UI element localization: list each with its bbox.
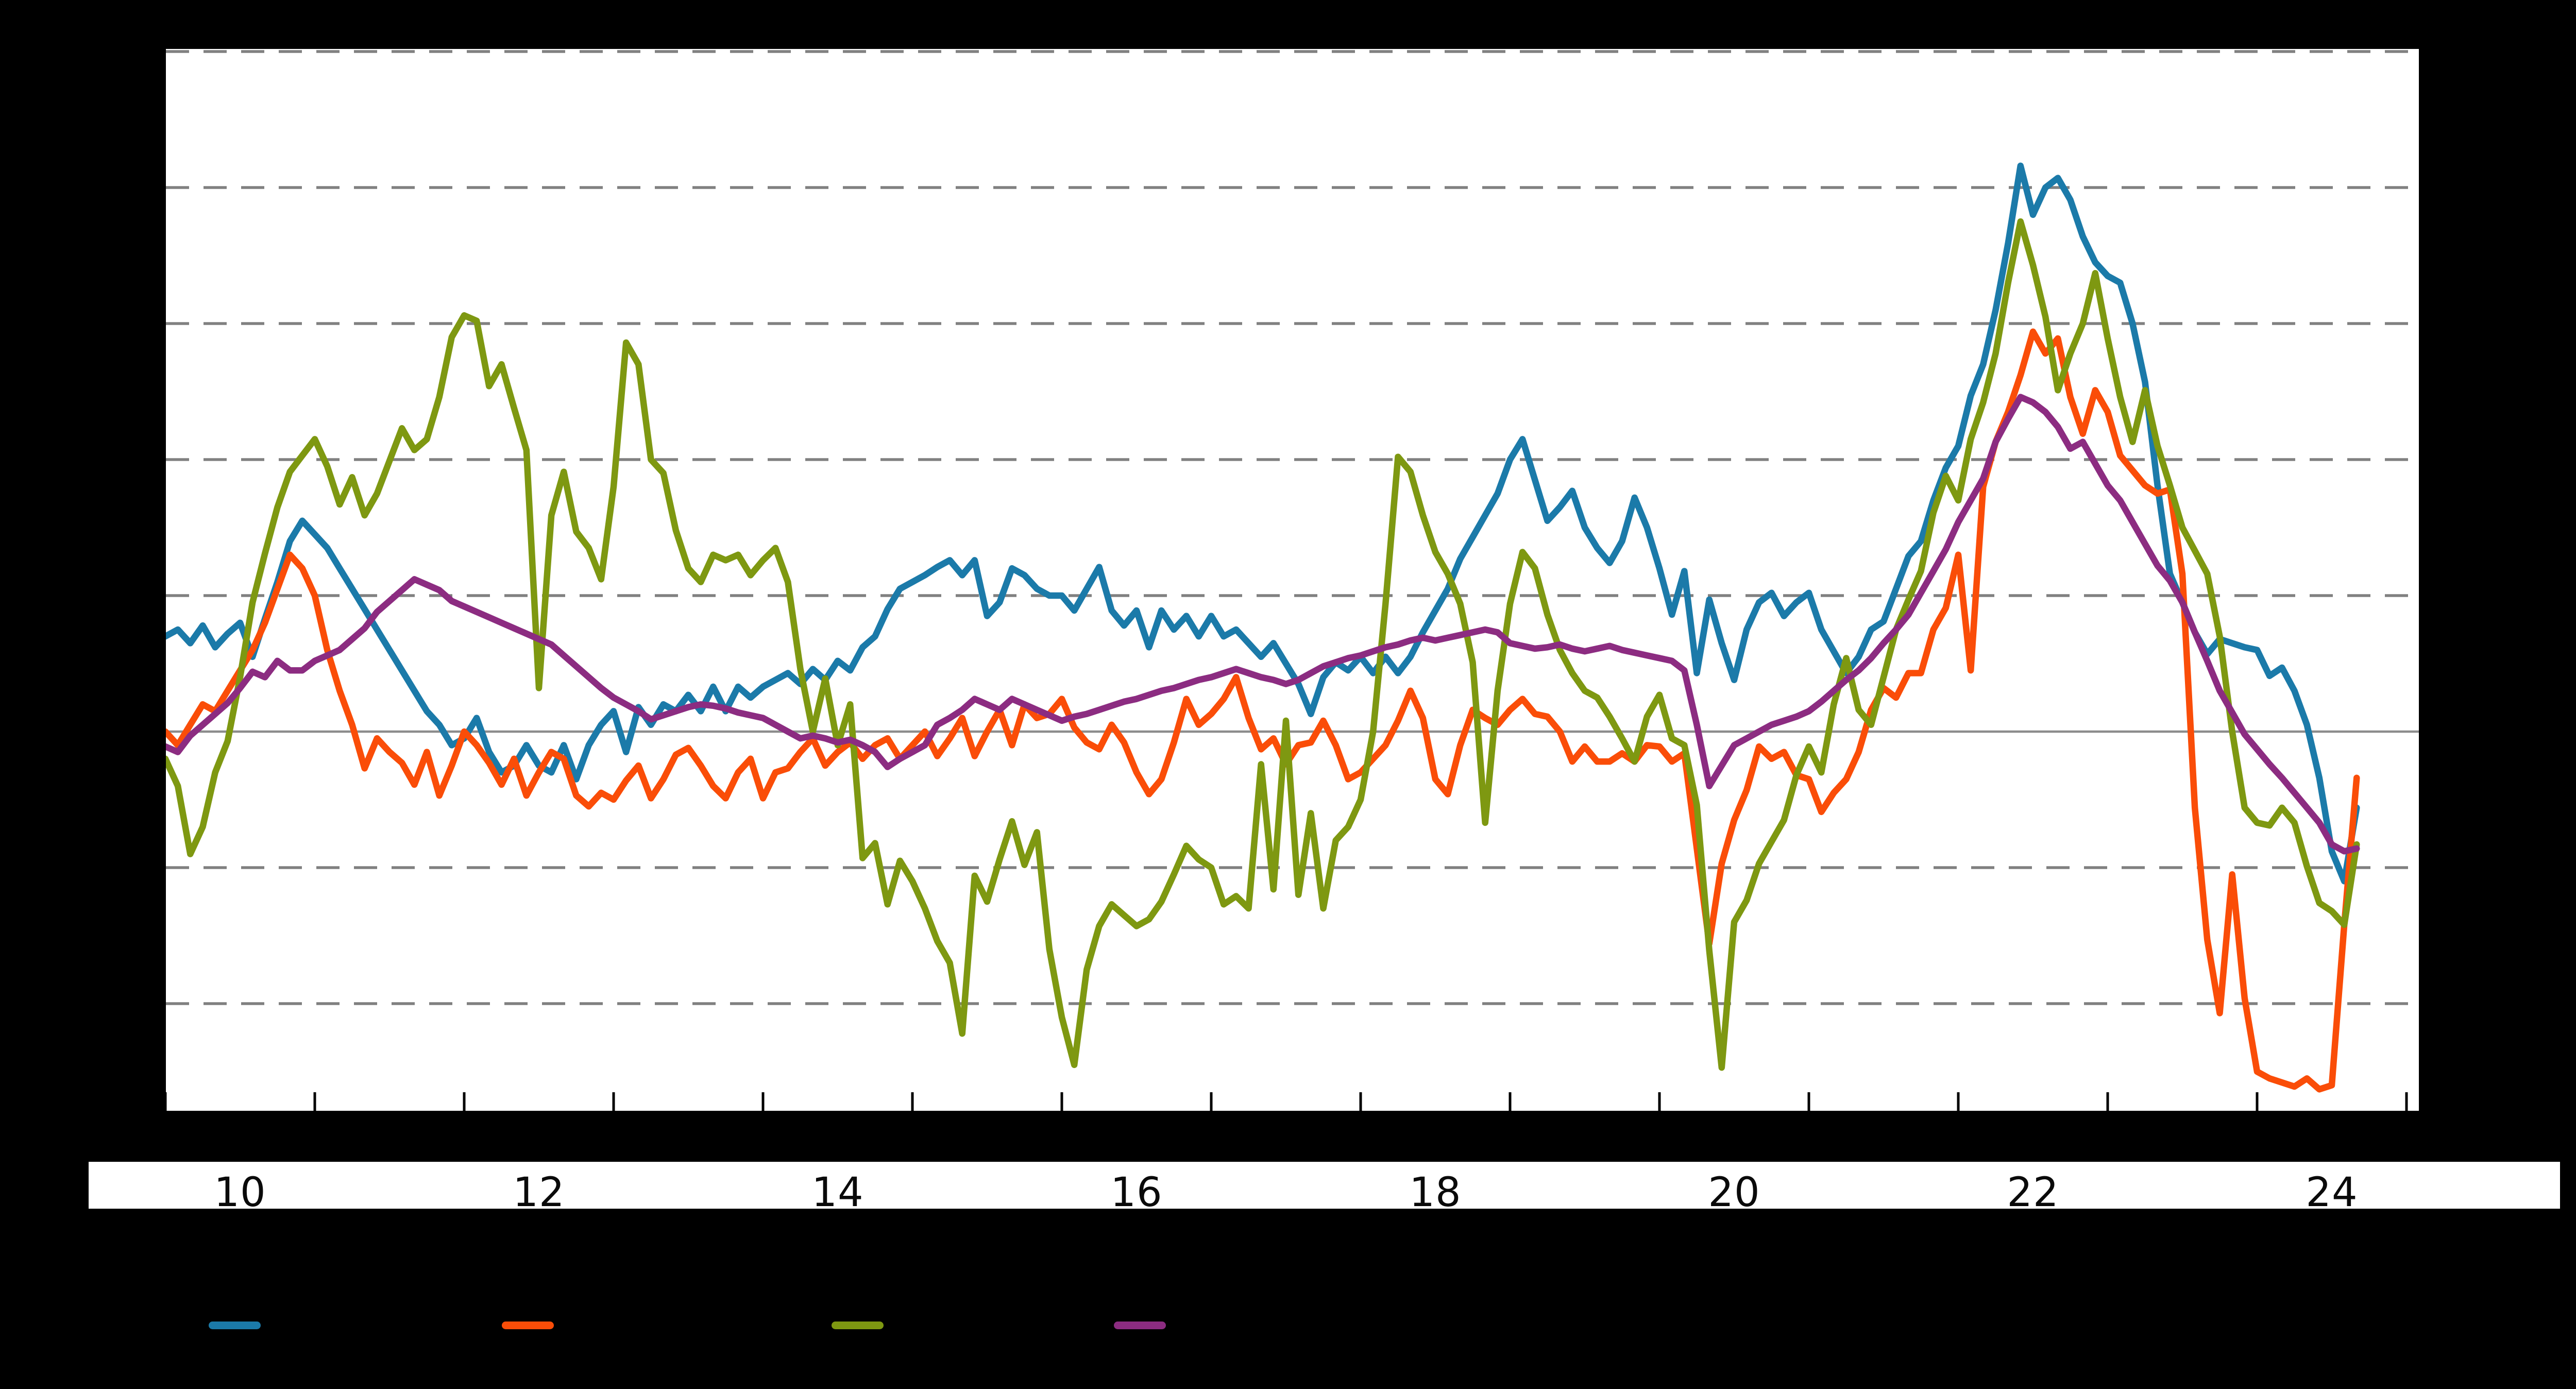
series-line-orange	[166, 328, 2360, 1093]
legend-swatch-blue	[209, 1322, 261, 1329]
plot-area	[166, 49, 2419, 1111]
x-axis-label-24: 24	[2306, 1170, 2358, 1216]
x-axis-label-18: 18	[1409, 1170, 1462, 1216]
x-axis-label-10: 10	[214, 1170, 266, 1216]
x-axis-label-strip: 10 12 14 16 18 20 22 24	[89, 1162, 2560, 1216]
legend-swatch-green	[832, 1322, 884, 1329]
plot-svg	[166, 50, 2419, 1111]
x-axis-label-14: 14	[811, 1170, 864, 1216]
series-line-purple	[166, 394, 2360, 855]
legend-swatch-purple	[1114, 1322, 1166, 1329]
x-axis-label-20: 20	[1708, 1170, 1760, 1216]
legend	[0, 1288, 2576, 1365]
series-line-green	[166, 218, 2360, 1071]
x-axis-label-22: 22	[2007, 1170, 2059, 1216]
x-axis-label-16: 16	[1110, 1170, 1163, 1216]
series-line-blue	[166, 162, 2360, 885]
legend-swatch-orange	[502, 1322, 554, 1329]
x-axis-label-12: 12	[513, 1170, 565, 1216]
